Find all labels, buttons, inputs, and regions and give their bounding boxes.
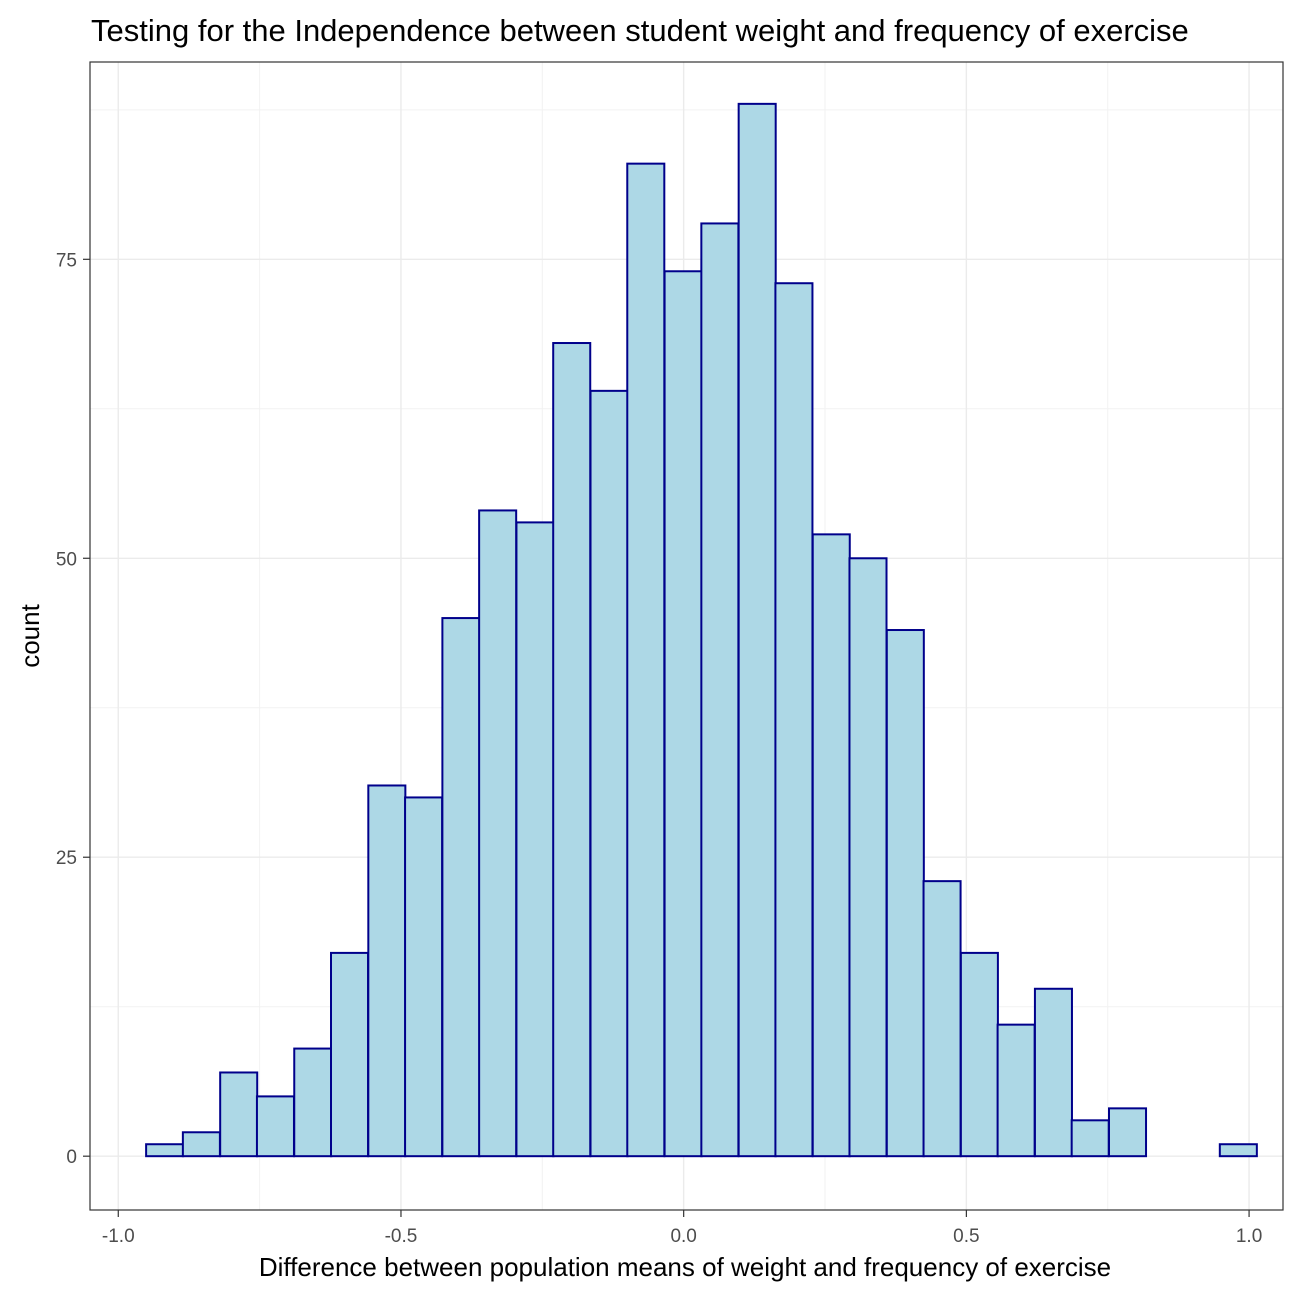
x-tick-label: -0.5	[385, 1226, 418, 1247]
panel-border	[89, 61, 1284, 1211]
y-tick-label: 0	[66, 1147, 77, 1168]
histogram-bar	[330, 951, 370, 1158]
x-tick-label: 0.5	[953, 1226, 979, 1247]
x-axis-title: Difference between population means of w…	[259, 1252, 1111, 1282]
histogram-bar	[663, 270, 703, 1158]
y-tick-label: 75	[56, 250, 77, 271]
histogram-bar	[885, 629, 925, 1158]
histogram-bar	[774, 282, 814, 1158]
histogram-bar	[552, 342, 592, 1158]
histogram-bar	[1033, 987, 1073, 1158]
histogram-bar	[700, 222, 740, 1158]
y-axis: 0 25 50 75	[56, 250, 90, 1168]
histogram-bar	[478, 509, 518, 1158]
histogram-bar	[589, 389, 629, 1158]
x-tick-label: 0.0	[670, 1226, 696, 1247]
y-tick-label: 50	[56, 549, 77, 570]
histogram-bar	[1070, 1119, 1110, 1158]
x-tick-label: -1.0	[102, 1226, 135, 1247]
histogram-bar	[959, 951, 999, 1158]
histogram-bar	[145, 1143, 185, 1158]
histogram-bar	[441, 617, 481, 1158]
histogram-bar	[1218, 1143, 1258, 1158]
histogram-bar	[996, 1023, 1036, 1158]
histogram-bar	[737, 102, 777, 1158]
histogram-bar	[404, 796, 444, 1158]
chart-title: Testing for the Independence between stu…	[91, 13, 1189, 48]
x-axis: -1.0 -0.5 0.0 0.5 1.0	[102, 1210, 1262, 1247]
histogram-bar	[255, 1095, 295, 1158]
histogram-bar	[1107, 1107, 1148, 1158]
histogram-bars	[145, 102, 1258, 1158]
histogram-bar	[367, 784, 407, 1158]
histogram-bar	[626, 162, 666, 1158]
y-axis-title: count	[15, 603, 45, 667]
histogram-bar	[848, 557, 888, 1158]
histogram-bar	[515, 521, 555, 1158]
histogram-bar	[922, 880, 962, 1158]
histogram-bar	[219, 1071, 259, 1158]
histogram-bar	[293, 1047, 333, 1158]
x-tick-label: 1.0	[1236, 1226, 1262, 1247]
histogram-bar	[181, 1131, 221, 1158]
histogram-bar	[811, 533, 851, 1158]
y-tick-label: 25	[56, 848, 77, 869]
